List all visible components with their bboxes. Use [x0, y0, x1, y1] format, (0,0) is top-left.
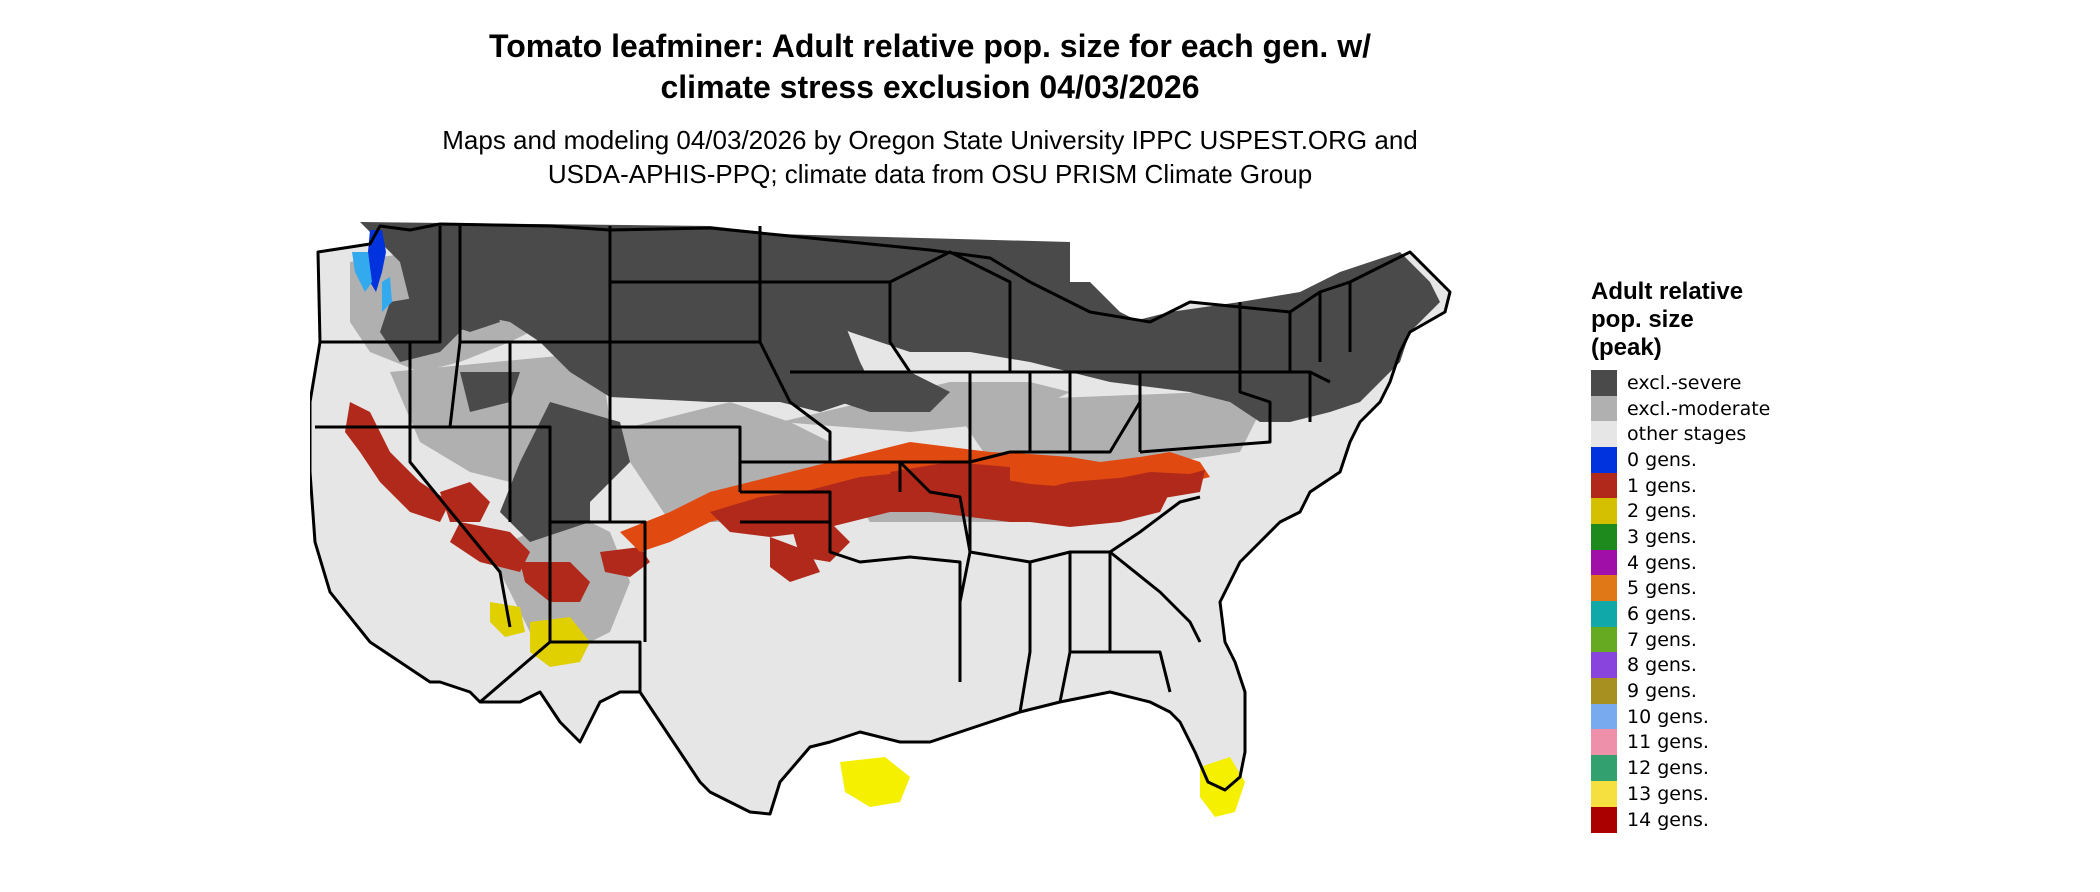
- severe-zones: [360, 222, 1440, 542]
- legend-title-line-2: pop. size: [1591, 306, 1694, 333]
- legend-title-line-3: (peak): [1591, 334, 1662, 361]
- legend-title-line-1: Adult relative: [1591, 278, 1744, 305]
- legend-swatch: [1591, 369, 1617, 396]
- legend-swatch: [1591, 703, 1617, 730]
- legend-item: 10 gens.: [1591, 703, 1851, 730]
- legend-label: excl.-moderate: [1627, 397, 1771, 420]
- legend-item: 8 gens.: [1591, 652, 1851, 679]
- legend-item: 9 gens.: [1591, 678, 1851, 705]
- legend-label: 0 gens.: [1627, 448, 1697, 471]
- legend-swatch: [1591, 652, 1617, 679]
- legend-item: 5 gens.: [1591, 575, 1851, 602]
- legend-title: Adult relative pop. size (peak): [1591, 278, 1851, 362]
- us-map: [310, 222, 1452, 817]
- legend-label: 6 gens.: [1627, 603, 1697, 626]
- legend-label: other stages: [1627, 423, 1747, 446]
- legend-label: 8 gens.: [1627, 654, 1697, 677]
- legend-swatch: [1591, 626, 1617, 653]
- legend-item: 3 gens.: [1591, 523, 1851, 550]
- state-borders: [310, 222, 1452, 816]
- title-line-2: climate stress exclusion 04/03/2026: [660, 69, 1200, 105]
- legend-item: 14 gens.: [1591, 806, 1851, 833]
- map-subtitle: Maps and modeling 04/03/2026 by Oregon S…: [330, 123, 1530, 191]
- legend-item: 1 gens.: [1591, 472, 1851, 499]
- legend-swatch: [1591, 678, 1617, 705]
- legend-swatch: [1591, 523, 1617, 550]
- legend-item: other stages: [1591, 421, 1851, 448]
- legend-label: 1 gens.: [1627, 474, 1697, 497]
- legend-label: 2 gens.: [1627, 500, 1697, 523]
- legend-item: 6 gens.: [1591, 601, 1851, 628]
- subtitle-line-2: USDA-APHIS-PPQ; climate data from OSU PR…: [547, 159, 1313, 189]
- legend-label: 14 gens.: [1627, 808, 1709, 831]
- legend-item: 0 gens.: [1591, 446, 1851, 473]
- legend-label: 11 gens.: [1627, 731, 1709, 754]
- legend-swatch: [1591, 421, 1617, 448]
- legend-swatch: [1591, 472, 1617, 499]
- legend-item: 12 gens.: [1591, 755, 1851, 782]
- legend-item: 13 gens.: [1591, 780, 1851, 807]
- title-line-1: Tomato leafminer: Adult relative pop. si…: [489, 28, 1371, 64]
- legend-items: excl.-severe excl.-moderate other stages 0 …: [1591, 369, 1851, 833]
- legend-swatch: [1591, 498, 1617, 525]
- legend-label: 13 gens.: [1627, 782, 1709, 805]
- map-title: Tomato leafminer: Adult relative pop. si…: [330, 26, 1530, 108]
- legend-swatch: [1591, 755, 1617, 782]
- gen0-zones: [352, 230, 392, 312]
- legend-swatch: [1591, 395, 1617, 422]
- legend: Adult relative pop. size (peak) excl.-se…: [1591, 278, 1851, 833]
- legend-swatch: [1591, 729, 1617, 756]
- legend-swatch: [1591, 446, 1617, 473]
- legend-swatch: [1591, 575, 1617, 602]
- legend-swatch: [1591, 780, 1617, 807]
- legend-label: 4 gens.: [1627, 551, 1697, 574]
- legend-item: excl.-moderate: [1591, 395, 1851, 422]
- legend-label: 5 gens.: [1627, 577, 1697, 600]
- legend-swatch: [1591, 601, 1617, 628]
- gen1-zones: [345, 402, 1210, 602]
- legend-item: excl.-severe: [1591, 369, 1851, 396]
- legend-item: 4 gens.: [1591, 549, 1851, 576]
- legend-swatch: [1591, 806, 1617, 833]
- legend-label: 3 gens.: [1627, 525, 1697, 548]
- subtitle-line-1: Maps and modeling 04/03/2026 by Oregon S…: [442, 125, 1418, 155]
- legend-label: 12 gens.: [1627, 757, 1709, 780]
- legend-swatch: [1591, 549, 1617, 576]
- legend-label: excl.-severe: [1627, 371, 1742, 394]
- legend-label: 7 gens.: [1627, 628, 1697, 651]
- legend-item: 2 gens.: [1591, 498, 1851, 525]
- legend-item: 7 gens.: [1591, 626, 1851, 653]
- legend-label: 9 gens.: [1627, 680, 1697, 703]
- legend-item: 11 gens.: [1591, 729, 1851, 756]
- legend-label: 10 gens.: [1627, 705, 1709, 728]
